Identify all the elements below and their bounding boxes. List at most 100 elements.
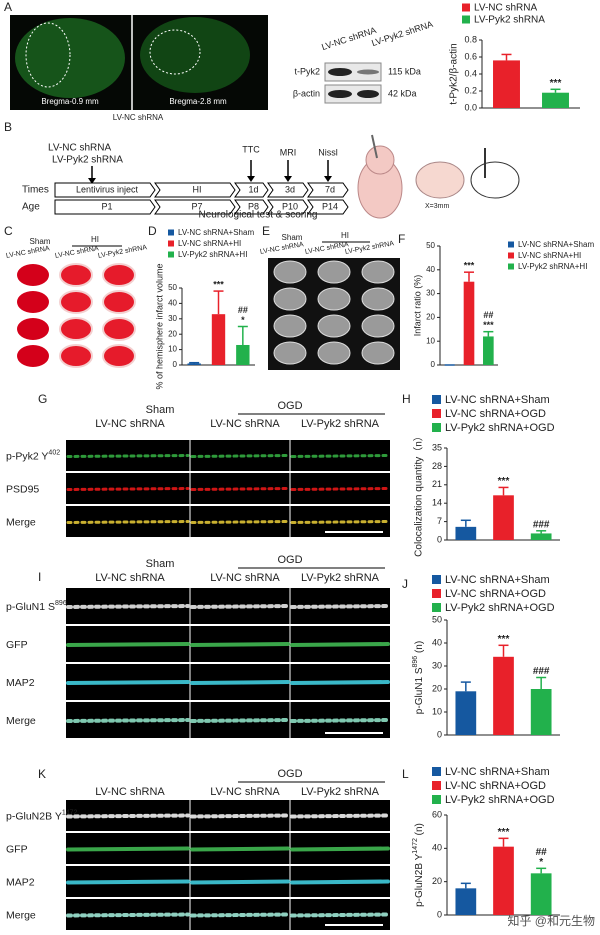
legend-label: LV-NC shRNA+OGD — [445, 588, 546, 600]
timeline-label: P14 — [322, 201, 338, 211]
row-label: p-GluN2B Y1472 — [6, 809, 78, 822]
timeline-box — [54, 199, 156, 215]
legend-swatch — [432, 575, 441, 584]
y-axis-label: % of hemisphere infarct volume — [154, 263, 164, 389]
legend-label: LV-Pyk2 shRNA — [474, 15, 545, 26]
significance: * — [539, 857, 543, 868]
blot-band — [328, 68, 352, 76]
y-tick-label: 50 — [426, 241, 435, 250]
significance: * — [241, 315, 245, 325]
group-label: OGD — [277, 400, 302, 412]
y-axis-label: t-Pyk2/β-actin — [449, 43, 460, 104]
dendrite — [66, 912, 190, 918]
mri-section — [361, 260, 395, 284]
significance: ## — [238, 305, 248, 315]
panel-letter: G — [38, 392, 47, 406]
row-label: PSD95 — [6, 483, 39, 495]
column-label: LV-NC shRNA — [95, 786, 165, 798]
blot-size: 115 kDa — [388, 66, 421, 76]
y-tick-label: 10 — [432, 706, 442, 716]
row-label: MAP2 — [6, 677, 35, 689]
row-label: GFP — [6, 639, 28, 651]
legend-label: LV-NC shRNA+Sham — [445, 766, 550, 778]
bar — [493, 656, 514, 735]
row-label: Times — [22, 185, 49, 196]
group-label: OGD — [277, 768, 302, 780]
significance: ## — [536, 847, 548, 858]
ttc-section — [102, 290, 136, 314]
bar — [463, 281, 475, 365]
panel-letter: J — [402, 577, 408, 591]
y-axis-label: p-GluN1 S896 (n) — [412, 641, 425, 714]
dendrite — [190, 680, 290, 685]
timeline-box — [267, 199, 309, 215]
group-label: HI — [341, 231, 349, 240]
group-label: LV-NC shRNA — [48, 143, 111, 154]
group-label: Sham — [146, 558, 175, 570]
row-label: Merge — [6, 909, 36, 921]
y-tick-label: 40 — [168, 299, 177, 308]
legend-label: LV-Pyk2 shRNA+OGD — [445, 794, 555, 806]
ttc-section — [17, 318, 49, 340]
row-label-text: p-GluN1 S — [6, 601, 55, 613]
mri-section — [317, 287, 351, 311]
row-label-text: p-Pyk2 Y — [6, 450, 48, 462]
mri-section — [361, 314, 395, 338]
row-label-text: GFP — [6, 843, 28, 855]
y-tick-label: 30 — [426, 289, 435, 298]
legend-label: LV-NC shRNA+Sham — [445, 394, 550, 406]
dendrite — [290, 879, 390, 885]
mri-section — [273, 314, 307, 338]
y-tick-label: 30 — [432, 660, 442, 670]
bar — [530, 689, 552, 735]
dendrite — [290, 454, 390, 458]
y-tick-label: 0.8 — [464, 34, 477, 44]
legend-swatch — [508, 263, 514, 270]
y-tick-label: 10 — [168, 345, 177, 354]
dendrite — [190, 718, 290, 723]
panel-letter: A — [4, 0, 12, 14]
group-label: Sham — [146, 404, 175, 416]
mri-section — [273, 260, 307, 284]
y-tick-label: 0 — [437, 534, 442, 544]
y-tick-label: 60 — [432, 809, 442, 819]
ttc-section — [17, 291, 49, 313]
blot-strip — [324, 84, 382, 104]
legend-swatch — [432, 781, 441, 790]
dendrite — [290, 487, 390, 491]
legend-label: LV-NC shRNA+OGD — [445, 780, 546, 792]
assay-label: Nissl — [318, 147, 338, 157]
dendrite — [66, 454, 190, 458]
dendrite — [290, 604, 390, 609]
legend-swatch — [508, 252, 514, 259]
timeline-box — [267, 182, 309, 198]
dendrite — [290, 912, 390, 918]
ttc-section — [59, 344, 93, 368]
significance: *** — [464, 261, 475, 271]
syringe — [371, 134, 378, 159]
significance: *** — [213, 279, 224, 289]
legend-label: LV-Pyk2 shRNA+HI — [178, 250, 247, 259]
row-label-sup: 1472 — [62, 809, 78, 816]
legend-swatch — [432, 589, 441, 598]
y-tick-label: 0 — [431, 360, 436, 369]
legend-label: LV-NC shRNA+HI — [518, 251, 581, 260]
timeline-label: P8 — [248, 201, 259, 211]
y-tick-label: 0 — [437, 909, 442, 919]
dendrite — [66, 487, 190, 491]
ttc-section — [102, 263, 136, 287]
bar — [187, 363, 201, 365]
group-label: Sham — [282, 233, 303, 242]
significance: *** — [498, 634, 510, 645]
image-label: Bregma-2.8 mm — [169, 97, 227, 106]
timeline-label: P10 — [282, 201, 298, 211]
bar — [455, 691, 477, 735]
arrow-head — [247, 176, 255, 182]
mri-section — [361, 287, 395, 311]
legend-label: LV-Pyk2 shRNA+OGD — [445, 602, 555, 614]
y-axis-label-text: p-GluN2B Y — [414, 853, 425, 907]
y-tick-label: 0.4 — [464, 68, 477, 78]
legend-swatch — [462, 3, 470, 12]
significance: ### — [533, 519, 550, 530]
brain-section — [140, 17, 250, 93]
